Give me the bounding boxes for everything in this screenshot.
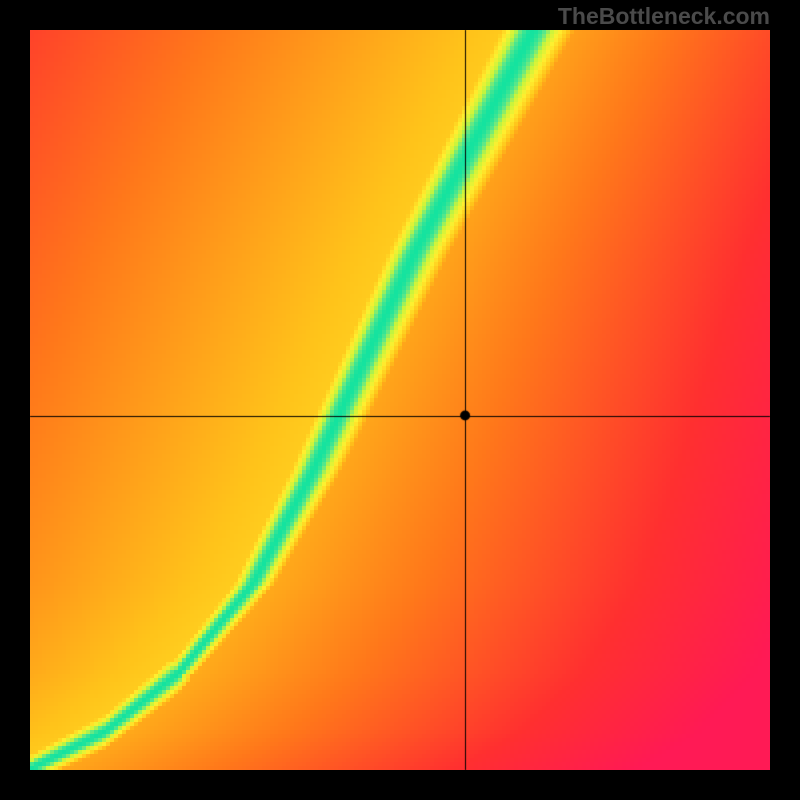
chart-container: TheBottleneck.com	[0, 0, 800, 800]
bottleneck-heatmap	[30, 30, 770, 770]
watermark-text: TheBottleneck.com	[558, 3, 770, 30]
